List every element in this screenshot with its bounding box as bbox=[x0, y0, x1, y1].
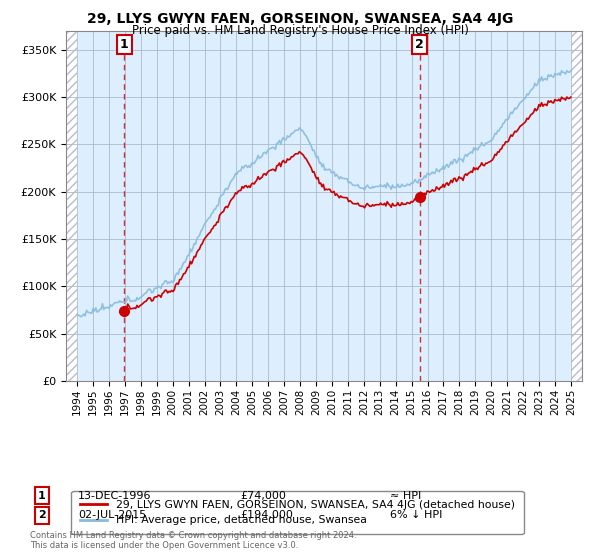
Text: £74,000: £74,000 bbox=[240, 491, 286, 501]
Text: 02-JUL-2015: 02-JUL-2015 bbox=[78, 510, 146, 520]
Bar bbox=[571, 31, 582, 381]
Text: Price paid vs. HM Land Registry's House Price Index (HPI): Price paid vs. HM Land Registry's House … bbox=[131, 24, 469, 36]
Text: 6% ↓ HPI: 6% ↓ HPI bbox=[390, 510, 442, 520]
Bar bbox=[66, 31, 77, 381]
Text: 2: 2 bbox=[415, 38, 424, 52]
Text: 2: 2 bbox=[38, 510, 46, 520]
Text: 1: 1 bbox=[38, 491, 46, 501]
Bar bbox=[66, 31, 77, 381]
Text: Contains HM Land Registry data © Crown copyright and database right 2024.
This d: Contains HM Land Registry data © Crown c… bbox=[30, 530, 356, 550]
Text: ≈ HPI: ≈ HPI bbox=[390, 491, 421, 501]
Text: 29, LLYS GWYN FAEN, GORSEINON, SWANSEA, SA4 4JG: 29, LLYS GWYN FAEN, GORSEINON, SWANSEA, … bbox=[87, 12, 513, 26]
Legend: 29, LLYS GWYN FAEN, GORSEINON, SWANSEA, SA4 4JG (detached house), HPI: Average p: 29, LLYS GWYN FAEN, GORSEINON, SWANSEA, … bbox=[71, 491, 523, 534]
Text: 1: 1 bbox=[120, 38, 128, 52]
Text: £194,000: £194,000 bbox=[240, 510, 293, 520]
Bar bbox=[571, 31, 582, 381]
Text: 13-DEC-1996: 13-DEC-1996 bbox=[78, 491, 151, 501]
